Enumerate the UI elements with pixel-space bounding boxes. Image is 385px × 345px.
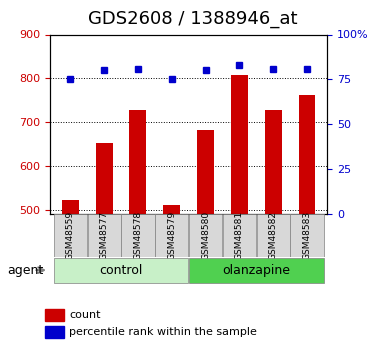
Bar bbox=[265, 110, 281, 345]
Text: agent: agent bbox=[8, 264, 44, 277]
FancyBboxPatch shape bbox=[155, 214, 188, 257]
Text: GSM48577: GSM48577 bbox=[100, 211, 109, 260]
FancyBboxPatch shape bbox=[290, 214, 323, 257]
Bar bbox=[45, 326, 64, 338]
Bar bbox=[197, 130, 214, 345]
Text: GSM48579: GSM48579 bbox=[167, 211, 176, 260]
FancyBboxPatch shape bbox=[256, 214, 290, 257]
Bar bbox=[45, 308, 64, 321]
Text: GDS2608 / 1388946_at: GDS2608 / 1388946_at bbox=[88, 10, 297, 28]
FancyBboxPatch shape bbox=[189, 258, 323, 283]
Text: GSM48580: GSM48580 bbox=[201, 211, 210, 260]
FancyBboxPatch shape bbox=[87, 214, 121, 257]
FancyBboxPatch shape bbox=[54, 258, 188, 283]
Bar bbox=[298, 95, 315, 345]
Text: count: count bbox=[69, 309, 100, 319]
Bar bbox=[231, 75, 248, 345]
Text: GSM48583: GSM48583 bbox=[303, 211, 311, 260]
FancyBboxPatch shape bbox=[54, 214, 87, 257]
FancyBboxPatch shape bbox=[189, 214, 222, 257]
Bar bbox=[129, 110, 146, 345]
FancyBboxPatch shape bbox=[223, 214, 256, 257]
Text: control: control bbox=[99, 264, 143, 277]
Text: GSM48581: GSM48581 bbox=[235, 211, 244, 260]
FancyBboxPatch shape bbox=[121, 214, 154, 257]
Bar bbox=[96, 144, 112, 345]
Bar bbox=[163, 205, 180, 345]
Text: GSM48582: GSM48582 bbox=[269, 211, 278, 260]
Text: GSM48559: GSM48559 bbox=[66, 211, 75, 260]
Text: GSM48578: GSM48578 bbox=[134, 211, 142, 260]
Text: percentile rank within the sample: percentile rank within the sample bbox=[69, 327, 257, 337]
Text: olanzapine: olanzapine bbox=[222, 264, 290, 277]
Bar bbox=[62, 200, 79, 345]
